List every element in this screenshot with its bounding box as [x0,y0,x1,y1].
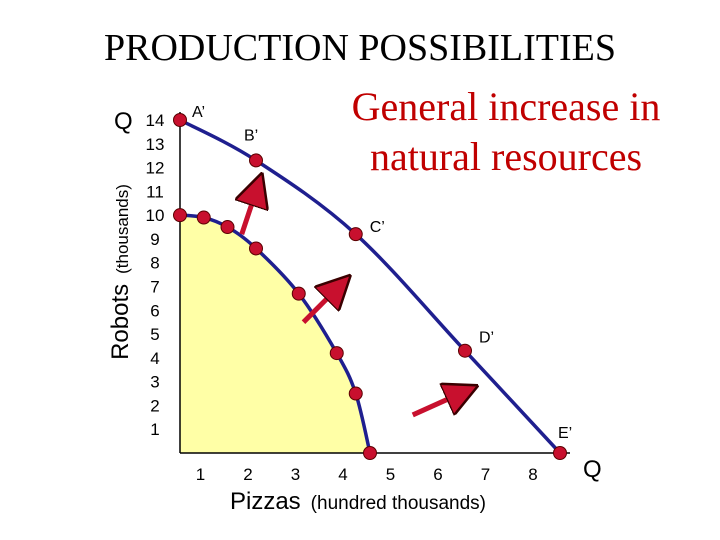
ppc-original-point [173,208,187,223]
ppc-shifted-point [348,227,363,242]
svg-text:Robots (thousands): Robots (thousands) [107,184,134,360]
x-tick-label: 3 [291,465,300,484]
shift-arrow [242,191,256,235]
y-tick-label: 8 [150,254,159,273]
shift-arrow [411,394,461,418]
ppc-original-point [220,220,235,235]
x-tick-label: 2 [243,465,252,484]
ppc-original-point [363,446,377,460]
x-tick-label: 4 [338,465,347,484]
ppc-original-point [291,286,306,301]
x-tick-label: 5 [386,465,395,484]
ppc-point-label: E’ [558,425,572,442]
y-tick-label: 10 [146,206,165,225]
ppc-point-label: A’ [192,104,205,121]
y-tick-label: 3 [150,373,159,392]
x-tick-label: 8 [528,465,537,484]
ppc-point-label: C’ [370,219,385,236]
y-tick-label: 12 [146,159,165,178]
x-tick-label: 6 [433,465,442,484]
ppc-original-point [196,210,211,225]
y-tick-label: 13 [146,135,165,154]
y-tick-label: 14 [146,111,165,130]
annotation-line-2: natural resources [370,134,642,179]
ppc-original-point [249,241,263,256]
ppc-original-point [329,346,344,361]
ppc-original-point [348,386,363,401]
feasible-region [180,215,370,453]
ppc-shifted-point [553,446,567,460]
annotation-line-1: General increase in [352,84,661,129]
y-tick-label: 4 [150,349,159,368]
x-axis-label: Pizzas (hundred thousands) [230,488,486,515]
ppc-shifted-point [173,113,187,127]
y-tick-label: 2 [150,396,159,415]
y-tick-label: 1 [150,420,159,439]
x-tick-label: 1 [196,465,205,484]
ppc-shifted-point [249,153,263,168]
y-tick-label: 6 [150,301,159,320]
y-tick-label: 11 [146,182,164,201]
x-axis-label-unit: (hundred thousands) [311,493,486,514]
y-tick-label: 9 [150,230,159,249]
y-tick-label: 5 [150,325,159,344]
shift-arrow [301,289,337,324]
ppc-point-label: B’ [244,127,258,144]
x-tick-label: 7 [481,465,490,484]
x-axis-letter: Q [583,456,602,483]
y-tick-label: 7 [150,278,159,297]
ppc-point-label: D’ [479,330,494,347]
y-axis-label-main: Robots [107,284,134,360]
chart-title: PRODUCTION POSSIBILITIES [104,27,616,69]
y-axis-label-unit: (thousands) [113,184,132,274]
y-axis-letter: Q [114,108,133,135]
x-axis-label-main: Pizzas [230,488,301,515]
y-axis-label: Robots (thousands) [107,184,134,360]
ppc-shifted-point [458,343,472,358]
